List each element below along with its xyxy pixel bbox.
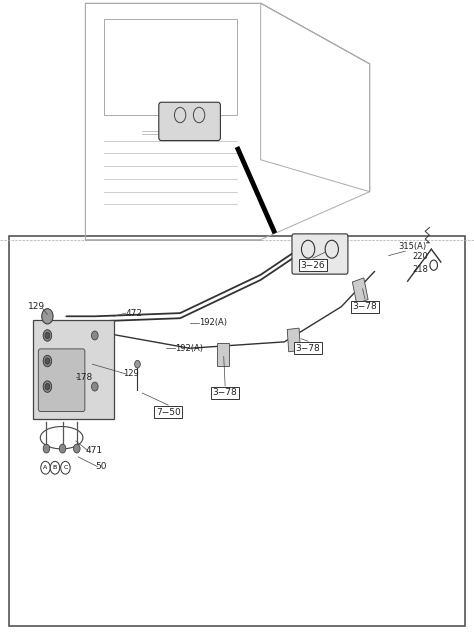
Text: 178: 178 [76,373,93,381]
Circle shape [43,355,52,367]
Bar [9,236,465,626]
FancyBboxPatch shape [159,102,220,141]
Polygon shape [352,278,368,304]
Circle shape [43,381,52,392]
Text: 129: 129 [123,369,139,378]
Bar [33,320,114,419]
Text: 192(A): 192(A) [175,344,203,353]
Polygon shape [287,328,301,352]
Circle shape [59,444,66,453]
Text: 3−78: 3−78 [213,389,237,397]
Circle shape [50,461,60,474]
Circle shape [42,309,53,324]
Text: 471: 471 [85,446,102,455]
Circle shape [135,360,140,368]
Text: 192(A): 192(A) [199,318,227,327]
Text: 315(A): 315(A) [398,242,426,250]
Circle shape [91,382,98,391]
Text: 220: 220 [412,252,428,261]
Text: C: C [63,465,68,470]
Circle shape [91,331,98,340]
Circle shape [43,330,52,341]
Circle shape [45,332,50,339]
Circle shape [73,444,80,453]
Circle shape [61,461,70,474]
Text: B: B [53,465,57,470]
Circle shape [41,461,50,474]
Text: 472: 472 [126,309,143,318]
FancyBboxPatch shape [38,349,85,412]
Text: 3−78: 3−78 [296,344,320,353]
Text: 218: 218 [412,265,428,274]
Text: 50: 50 [95,462,106,471]
Polygon shape [217,344,228,366]
Circle shape [43,444,50,453]
Text: 129: 129 [28,302,46,311]
Circle shape [45,383,50,390]
Text: A: A [44,465,47,470]
Text: 7−50: 7−50 [156,408,181,417]
FancyBboxPatch shape [292,234,348,274]
Text: 3−78: 3−78 [353,302,377,311]
Text: 3−26: 3−26 [301,261,325,270]
Circle shape [45,358,50,364]
